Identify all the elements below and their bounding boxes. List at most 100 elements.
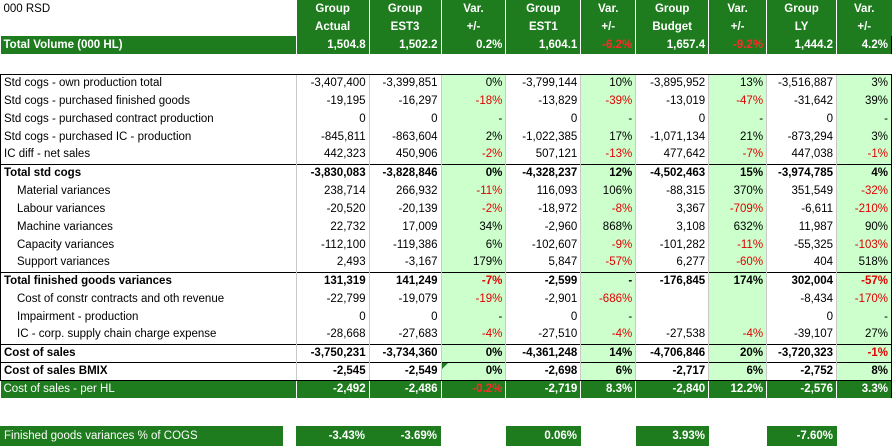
value-cell[interactable]: -27,510 (505, 326, 581, 344)
variance-cell[interactable]: 10% (580, 73, 636, 92)
variance-cell[interactable]: -11% (708, 236, 767, 254)
value-cell[interactable]: 1,504.8 (295, 36, 370, 54)
row-label[interactable]: Material variances (0, 182, 284, 200)
variance-cell[interactable]: -39% (580, 92, 636, 110)
variance-cell[interactable]: -6.2% (580, 36, 636, 54)
variance-cell[interactable]: 15% (708, 163, 767, 182)
variance-cell[interactable]: 106% (580, 182, 636, 200)
value-cell[interactable]: 0 (766, 110, 837, 128)
value-cell[interactable]: -4,361,248 (505, 343, 581, 362)
value-cell[interactable]: -2,719 (505, 380, 581, 398)
value-cell[interactable]: -22,799 (295, 290, 370, 308)
value-cell[interactable]: -27,538 (635, 326, 709, 344)
value-cell[interactable]: -102,607 (505, 236, 581, 254)
value-cell[interactable]: -4,706,846 (635, 343, 709, 362)
value-cell[interactable]: -863,604 (368, 128, 442, 146)
variance-cell[interactable]: 0% (440, 343, 506, 362)
row-label[interactable]: Cost of sales BMIX (0, 361, 284, 381)
value-cell[interactable]: -873,294 (766, 128, 837, 146)
variance-cell[interactable] (708, 290, 767, 308)
value-cell[interactable]: 0 (295, 110, 370, 128)
variance-cell[interactable]: 0.2% (440, 36, 506, 54)
value-cell[interactable]: -3,720,323 (766, 343, 837, 362)
value-cell[interactable]: 450,906 (368, 146, 442, 164)
variance-cell[interactable]: 868% (580, 218, 636, 236)
row-label[interactable]: Std cogs - own production total (0, 73, 284, 92)
variance-cell[interactable]: 3% (836, 73, 892, 92)
variance-cell[interactable]: -0.2% (440, 380, 506, 398)
value-cell[interactable]: 0 (766, 308, 837, 326)
variance-cell[interactable]: - (440, 308, 506, 326)
variance-cell[interactable]: 518% (836, 254, 892, 272)
variance-cell[interactable]: -2% (440, 200, 506, 218)
variance-cell[interactable]: -1% (836, 146, 892, 164)
variance-cell[interactable] (708, 308, 767, 326)
value-cell[interactable]: -2,599 (505, 271, 581, 290)
value-cell[interactable]: -6,611 (766, 200, 837, 218)
variance-cell[interactable]: -4% (440, 326, 506, 344)
variance-cell[interactable]: -32% (836, 182, 892, 200)
row-label[interactable]: Cost of sales - per HL (0, 380, 284, 398)
variance-cell[interactable]: -9.2% (708, 36, 767, 54)
value-cell[interactable]: -4,328,237 (505, 163, 581, 182)
value-cell[interactable]: 477,642 (635, 146, 709, 164)
variance-cell[interactable]: -4% (580, 326, 636, 344)
value-cell[interactable]: 17,009 (368, 218, 442, 236)
value-cell[interactable]: -2,698 (505, 361, 581, 381)
value-cell[interactable]: -27,683 (368, 326, 442, 344)
value-cell[interactable]: -3,750,231 (295, 343, 370, 362)
variance-cell[interactable]: 14% (580, 343, 636, 362)
value-cell[interactable]: 116,093 (505, 182, 581, 200)
variance-cell[interactable]: - (580, 110, 636, 128)
value-cell[interactable]: 442,323 (295, 146, 370, 164)
variance-cell[interactable]: -19% (440, 290, 506, 308)
value-cell[interactable]: 0 (295, 308, 370, 326)
variance-cell[interactable]: -4% (708, 326, 767, 344)
value-cell[interactable]: -2,840 (635, 380, 709, 398)
variance-cell[interactable]: 2% (440, 128, 506, 146)
row-label[interactable]: Total Volume (000 HL) (0, 36, 284, 54)
variance-cell[interactable]: -210% (836, 200, 892, 218)
variance-cell[interactable]: -57% (836, 271, 892, 290)
variance-cell[interactable]: 174% (708, 271, 767, 290)
row-label[interactable]: Capacity variances (0, 236, 284, 254)
variance-cell[interactable]: - (580, 271, 636, 290)
variance-cell[interactable]: 4% (836, 163, 892, 182)
value-cell[interactable]: -2,752 (766, 361, 837, 381)
row-label[interactable]: Machine variances (0, 218, 284, 236)
value-cell[interactable]: -119,386 (368, 236, 442, 254)
variance-cell[interactable]: 0% (440, 361, 506, 381)
value-cell[interactable]: -3,399,851 (368, 73, 442, 92)
value-cell[interactable]: -101,282 (635, 236, 709, 254)
value-cell[interactable]: -8,434 (766, 290, 837, 308)
row-label[interactable]: Cost of constr contracts and oth revenue (0, 290, 284, 308)
variance-cell[interactable]: 39% (836, 92, 892, 110)
variance-cell[interactable]: 20% (708, 343, 767, 362)
variance-cell[interactable]: - (836, 308, 892, 326)
variance-cell[interactable]: -2% (440, 146, 506, 164)
value-cell[interactable]: -3,895,952 (635, 73, 709, 92)
value-cell[interactable]: 22,732 (295, 218, 370, 236)
value-cell[interactable]: -2,717 (635, 361, 709, 381)
variance-cell[interactable]: 21% (708, 128, 767, 146)
variance-cell[interactable]: 3% (836, 128, 892, 146)
variance-cell[interactable]: - (708, 110, 767, 128)
value-cell[interactable]: -3,799,144 (505, 73, 581, 92)
value-cell[interactable]: -3,974,785 (766, 163, 837, 182)
variance-cell[interactable]: 27% (836, 326, 892, 344)
value-cell[interactable]: -2,576 (766, 380, 837, 398)
value-cell[interactable]: -3,828,846 (368, 163, 442, 182)
value-cell[interactable]: -3,167 (368, 254, 442, 272)
value-cell[interactable] (635, 308, 709, 326)
variance-cell[interactable]: 8% (836, 361, 892, 381)
variance-cell[interactable]: -709% (708, 200, 767, 218)
value-cell[interactable]: 0 (368, 110, 442, 128)
value-cell[interactable]: 266,932 (368, 182, 442, 200)
variance-cell[interactable]: 0% (440, 73, 506, 92)
value-cell[interactable]: 0 (368, 308, 442, 326)
value-cell[interactable]: 0 (505, 308, 581, 326)
variance-cell[interactable]: 3.3% (836, 380, 892, 398)
value-cell[interactable]: -845,811 (295, 128, 370, 146)
value-cell[interactable]: -31,642 (766, 92, 837, 110)
value-cell[interactable]: 11,987 (766, 218, 837, 236)
